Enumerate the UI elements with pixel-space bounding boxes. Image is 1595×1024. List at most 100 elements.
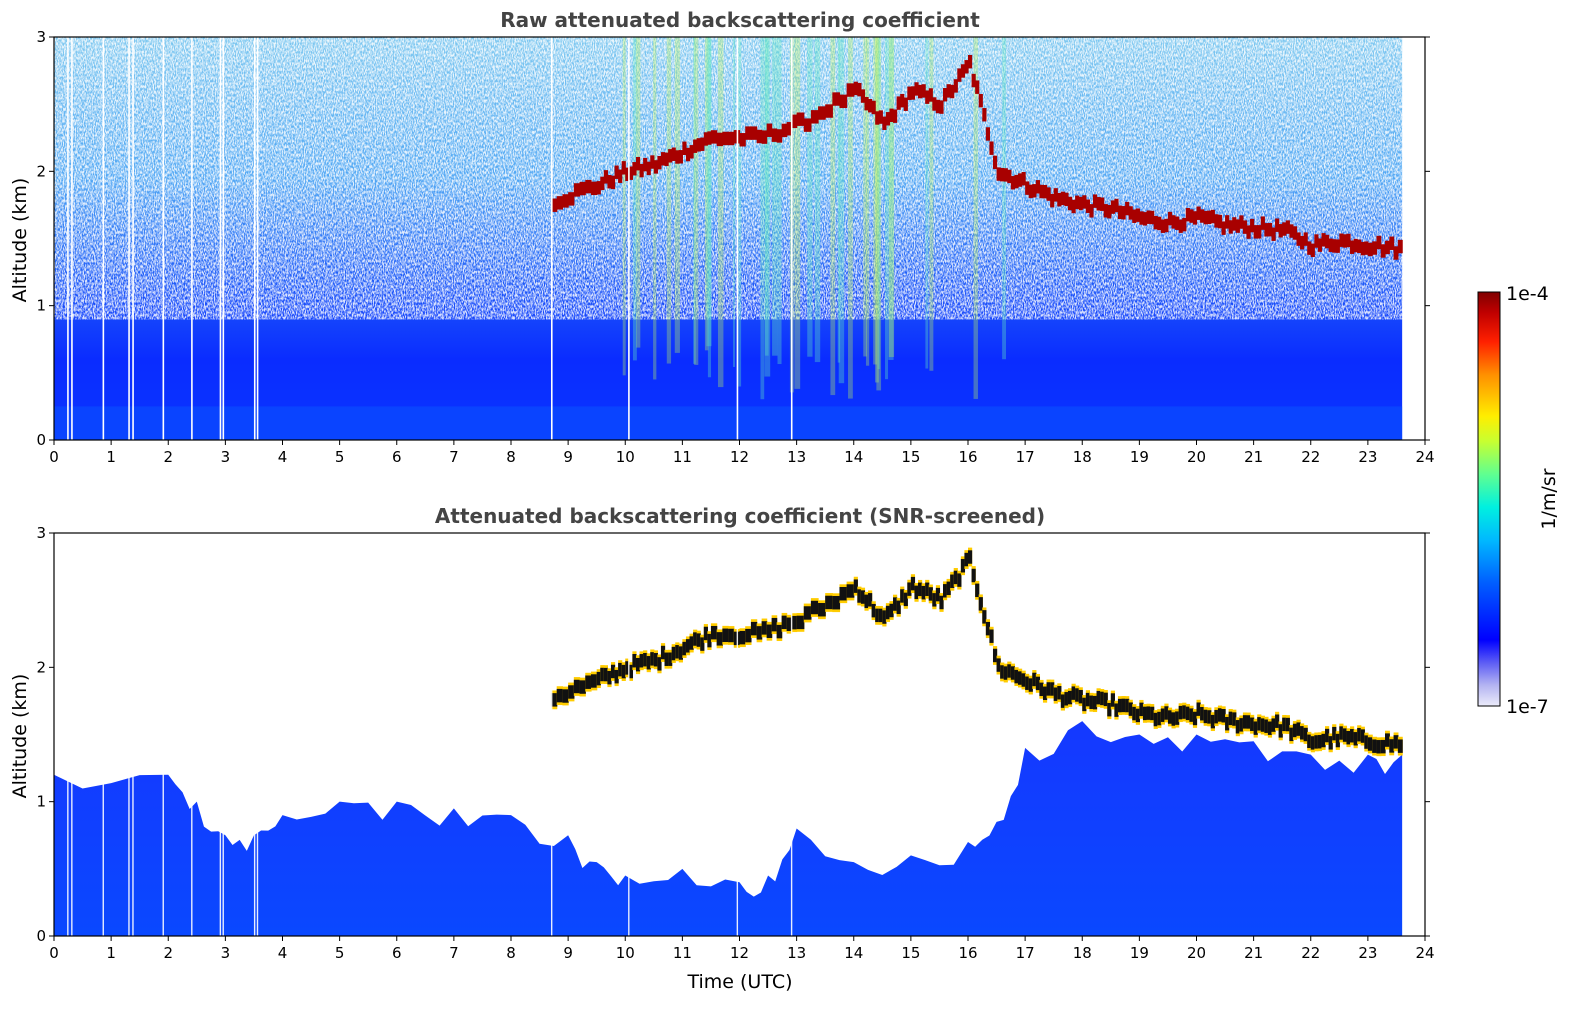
screened-cloud-cell [1246, 715, 1251, 729]
raw-cloud-cell [1078, 196, 1083, 211]
raw-cloud-cell [728, 131, 735, 146]
raw-data-gap [256, 37, 259, 440]
raw-cloud-cell [1397, 239, 1403, 254]
raw-cloud-cell [689, 145, 694, 159]
screened-cloud-cell [1192, 711, 1198, 726]
raw-data-gap [222, 37, 225, 440]
screened-cloud-cell [1092, 695, 1098, 710]
raw-cloud-cell [1125, 201, 1130, 216]
screened-cloud-cell [618, 662, 623, 677]
screened-cloud-cell [900, 589, 905, 603]
screened-cloud-cell [590, 674, 598, 688]
x-tick-label: 19 [1130, 448, 1149, 466]
screened-cloud-cell [693, 632, 698, 646]
raw-panel-title: Raw attenuated backscattering coefficien… [500, 8, 980, 32]
raw-cloud-cell [632, 162, 637, 176]
screened-cloud-cell [1310, 736, 1315, 750]
screened-cloud-cell [1389, 739, 1395, 753]
screened-cloud-cell [1271, 718, 1276, 732]
raw-cloud-cell [1221, 221, 1226, 235]
y-tick-label: 1 [36, 793, 46, 811]
x-tick-label: 16 [958, 944, 977, 962]
screened-data-gap [790, 533, 793, 936]
raw-noise-streak [693, 37, 696, 364]
raw-cloud-cell [1250, 218, 1255, 233]
raw-data-gap [132, 37, 134, 440]
x-tick-label: 10 [616, 448, 635, 466]
raw-cloud-cell [1121, 206, 1126, 220]
x-tick-label: 14 [844, 944, 863, 962]
x-axis-label: Time (UTC) [686, 971, 792, 993]
raw-cloud-cell [568, 192, 575, 206]
raw-cloud-cell [675, 150, 680, 164]
screened-cloud-cell [914, 585, 919, 600]
raw-cloud-cell [935, 99, 941, 114]
raw-cloud-cell [1189, 209, 1194, 223]
raw-cloud-cell [739, 133, 746, 147]
raw-cloud-cell [1050, 193, 1055, 208]
raw-cloud-cell [839, 94, 848, 109]
raw-cloud-cell [1035, 180, 1041, 194]
raw-cloud-cell [1271, 227, 1276, 241]
raw-cloud-cell [668, 149, 673, 163]
raw-cloud-cell [1185, 207, 1190, 222]
raw-cloud-cell [889, 108, 894, 122]
screened-cloud-cell [925, 582, 930, 596]
screened-cloud-cell [607, 670, 612, 685]
raw-cloud-cell [1253, 225, 1258, 239]
raw-cloud-cell [579, 181, 586, 196]
screened-cloud-cell [964, 552, 969, 567]
screened-data-gap [550, 533, 553, 936]
screened-cloud-cell [918, 582, 923, 597]
x-tick-label: 22 [1301, 448, 1320, 466]
raw-cloud-cell [868, 98, 873, 113]
screened-cloud-cell [668, 652, 673, 666]
x-tick-label: 4 [278, 448, 288, 466]
raw-cloud-cell [818, 106, 826, 120]
raw-noise-streak [929, 37, 934, 371]
x-tick-label: 8 [506, 448, 516, 466]
raw-cloud-cell [1092, 194, 1098, 208]
raw-cloud-cell [1267, 222, 1273, 237]
raw-noise-streak [925, 37, 929, 369]
screened-cloud-cell [745, 628, 752, 643]
screened-cloud-cell [1060, 694, 1065, 708]
raw-cloud-cell [696, 138, 701, 152]
raw-cloud-cell [1325, 234, 1330, 249]
screened-cloud-cell [614, 669, 619, 684]
raw-cloud-cell [1014, 174, 1019, 189]
raw-y-axis-label: Altitude (km) [9, 178, 31, 303]
screened-cloud-cell [810, 600, 819, 615]
screened-cloud-cell [562, 689, 569, 703]
screened-cloud-cell [946, 581, 951, 596]
raw-cloud-cell [1096, 197, 1101, 211]
raw-y-ticks: 0 1 2 3 [36, 28, 1430, 449]
raw-cloud-cell [1053, 188, 1058, 202]
screened-cloud-cell [766, 624, 773, 638]
raw-noise-streak [877, 37, 881, 370]
screened-cloud-cell [1253, 721, 1258, 735]
screened-data-gap [222, 533, 224, 936]
screened-cloud-cell [1117, 698, 1123, 713]
screened-cloud-cell [1321, 733, 1326, 748]
raw-cloud-cell [985, 127, 991, 141]
raw-cloud-cell [781, 123, 788, 138]
screened-cloud-cell [882, 610, 887, 624]
y-tick-label: 0 [36, 927, 46, 945]
raw-data-gap [736, 37, 739, 440]
screened-cloud-cell [1242, 715, 1248, 729]
raw-cloud-cell [1028, 184, 1033, 199]
screened-cloud-cell [1267, 721, 1273, 735]
screened-cloud-cell [960, 559, 966, 573]
raw-cloud-cell [1217, 214, 1223, 229]
x-tick-label: 23 [1358, 448, 1377, 466]
raw-cloud-cell [1357, 239, 1362, 253]
screened-cloud-cell [1150, 706, 1155, 721]
raw-data-gap [71, 37, 73, 440]
screened-cloud-cell [1025, 676, 1030, 690]
screened-cloud-cell [728, 628, 735, 643]
raw-cloud-cell [885, 112, 891, 126]
screened-cloud-cell [975, 583, 980, 598]
raw-cloud-cell [590, 181, 598, 196]
